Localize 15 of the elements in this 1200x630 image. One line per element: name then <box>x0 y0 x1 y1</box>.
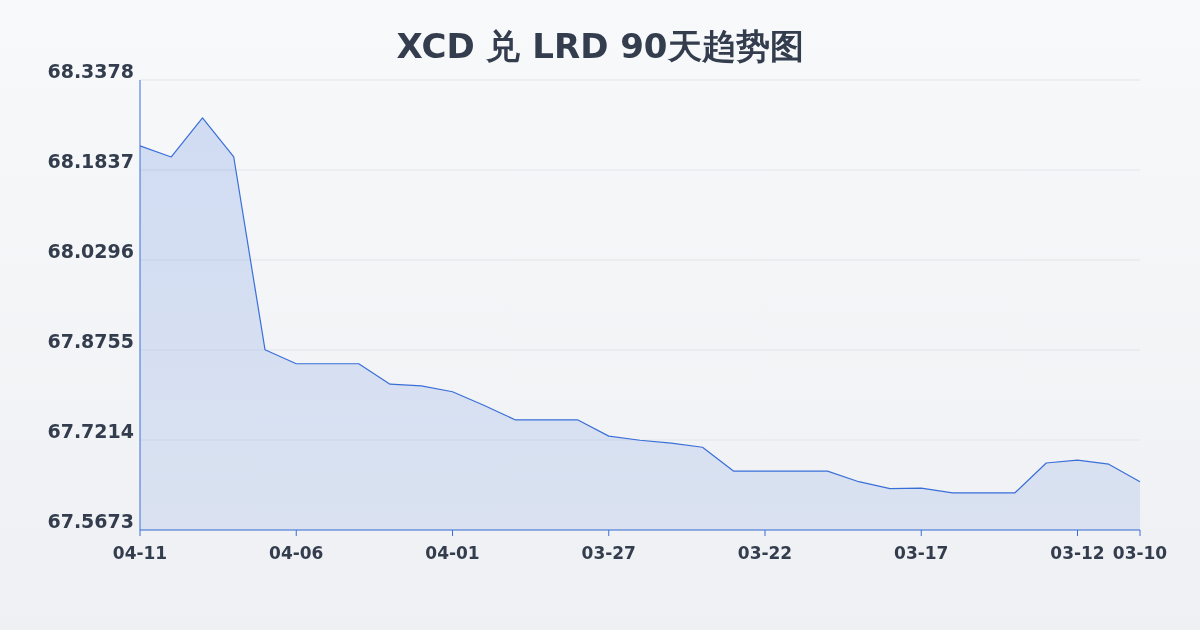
y-tick-label: 68.1837 <box>47 150 134 173</box>
x-tick-label: 03-22 <box>737 543 793 563</box>
y-tick-label: 67.8755 <box>47 330 134 353</box>
y-tick-label: 68.0296 <box>47 240 134 263</box>
x-tick-label: 03-10 <box>1112 543 1168 563</box>
x-tick-label: 03-27 <box>581 543 636 563</box>
x-tick-label: 03-17 <box>894 543 949 563</box>
y-tick-label: 67.7214 <box>47 420 134 443</box>
x-tick-label: 04-01 <box>425 543 480 563</box>
x-tick-label: 04-06 <box>269 543 324 563</box>
x-tick-label: 04-11 <box>112 543 168 563</box>
y-tick-label: 67.5673 <box>47 510 134 533</box>
x-tick-label: 03-12 <box>1050 543 1105 563</box>
chart-title: XCD 兑 LRD 90天趋势图 <box>396 26 804 66</box>
y-tick-label: 68.3378 <box>47 60 134 83</box>
